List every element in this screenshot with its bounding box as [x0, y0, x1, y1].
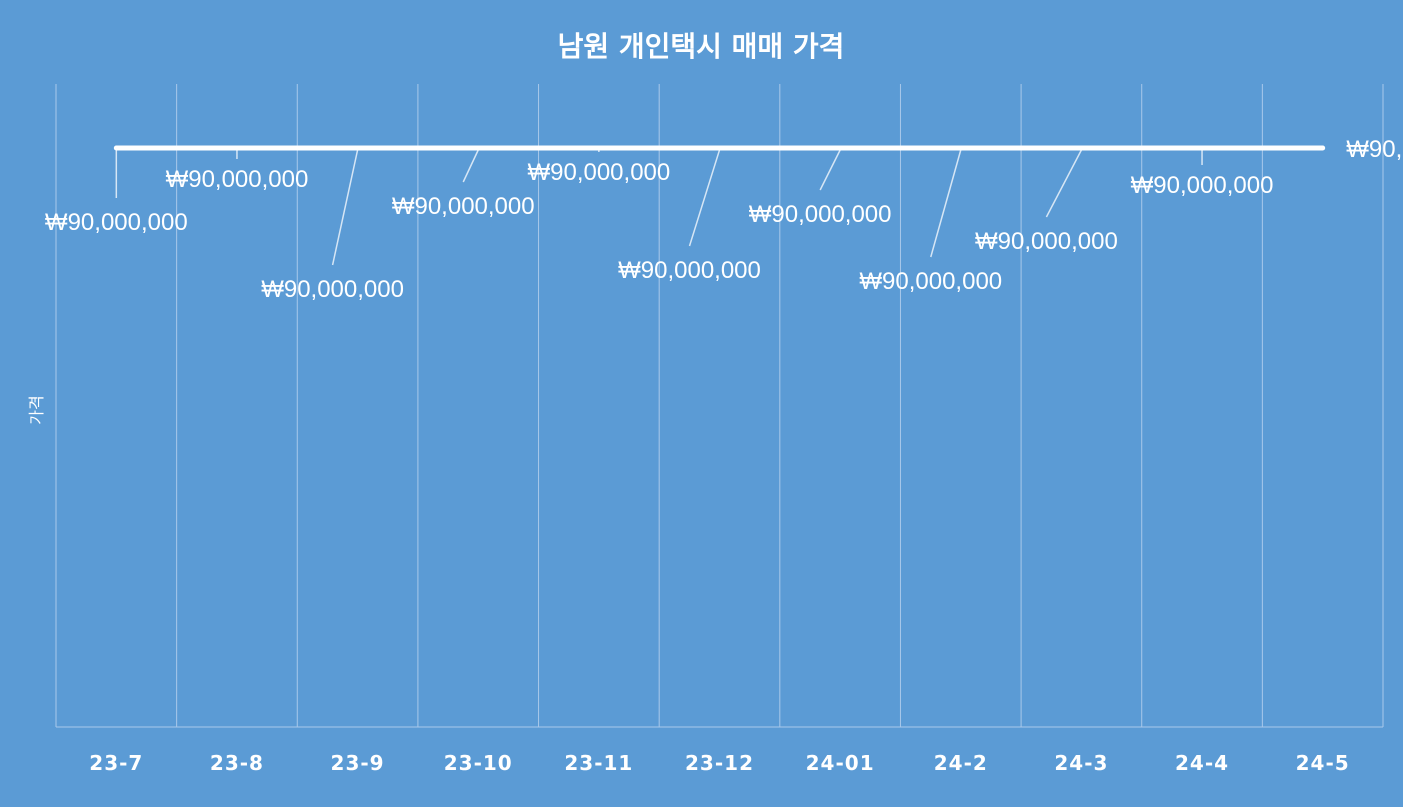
x-tick-label: 23-8	[210, 751, 264, 775]
data-label: ₩90,000,000	[859, 268, 1002, 295]
data-label: ₩90,000,000	[749, 201, 892, 228]
data-label: ₩90,000,000	[618, 257, 761, 284]
leader-line	[930, 149, 962, 258]
x-tick-label: 23-11	[564, 751, 633, 775]
leader-line	[819, 149, 841, 191]
data-label: ₩90,000,000	[45, 209, 188, 236]
leader-line	[331, 149, 359, 266]
x-tick-label: 24-3	[1054, 751, 1108, 775]
y-axis-label: 가격	[27, 395, 46, 424]
data-label: ₩90,000,000	[166, 166, 309, 193]
x-tick-label: 23-7	[89, 751, 143, 775]
data-label: ₩90,000,000	[1131, 172, 1274, 199]
x-axis-ticks: 23-7 23-8 23-9 23-10 23-11 23-12 24-01 24-2 24-3…	[89, 751, 1350, 775]
gridlines	[55, 84, 1384, 728]
data-labels: ₩90,000,000 ₩90,000,000 ₩90,000,000 ₩90,000…	[45, 136, 1403, 303]
data-label: ₩90,000,000	[261, 276, 404, 303]
data-label: ₩90,000,000	[975, 228, 1118, 255]
x-tick-label: 24-4	[1175, 751, 1229, 775]
data-label: ₩90,000,000	[1346, 136, 1403, 163]
x-tick-label: 23-10	[444, 751, 513, 775]
x-tick-label: 23-12	[685, 751, 754, 775]
data-label: ₩90,000,000	[527, 159, 670, 186]
x-tick-label: 24-5	[1296, 751, 1350, 775]
data-label: ₩90,000,000	[392, 193, 535, 220]
leader-lines	[115, 149, 1203, 266]
leader-line	[1045, 149, 1083, 218]
x-tick-label: 23-9	[331, 751, 385, 775]
leader-line	[462, 149, 479, 183]
chart-title: 남원 개인택시 매매 가격	[558, 30, 845, 63]
x-tick-label: 24-01	[806, 751, 875, 775]
leader-line	[688, 149, 721, 247]
x-tick-label: 24-2	[934, 751, 988, 775]
